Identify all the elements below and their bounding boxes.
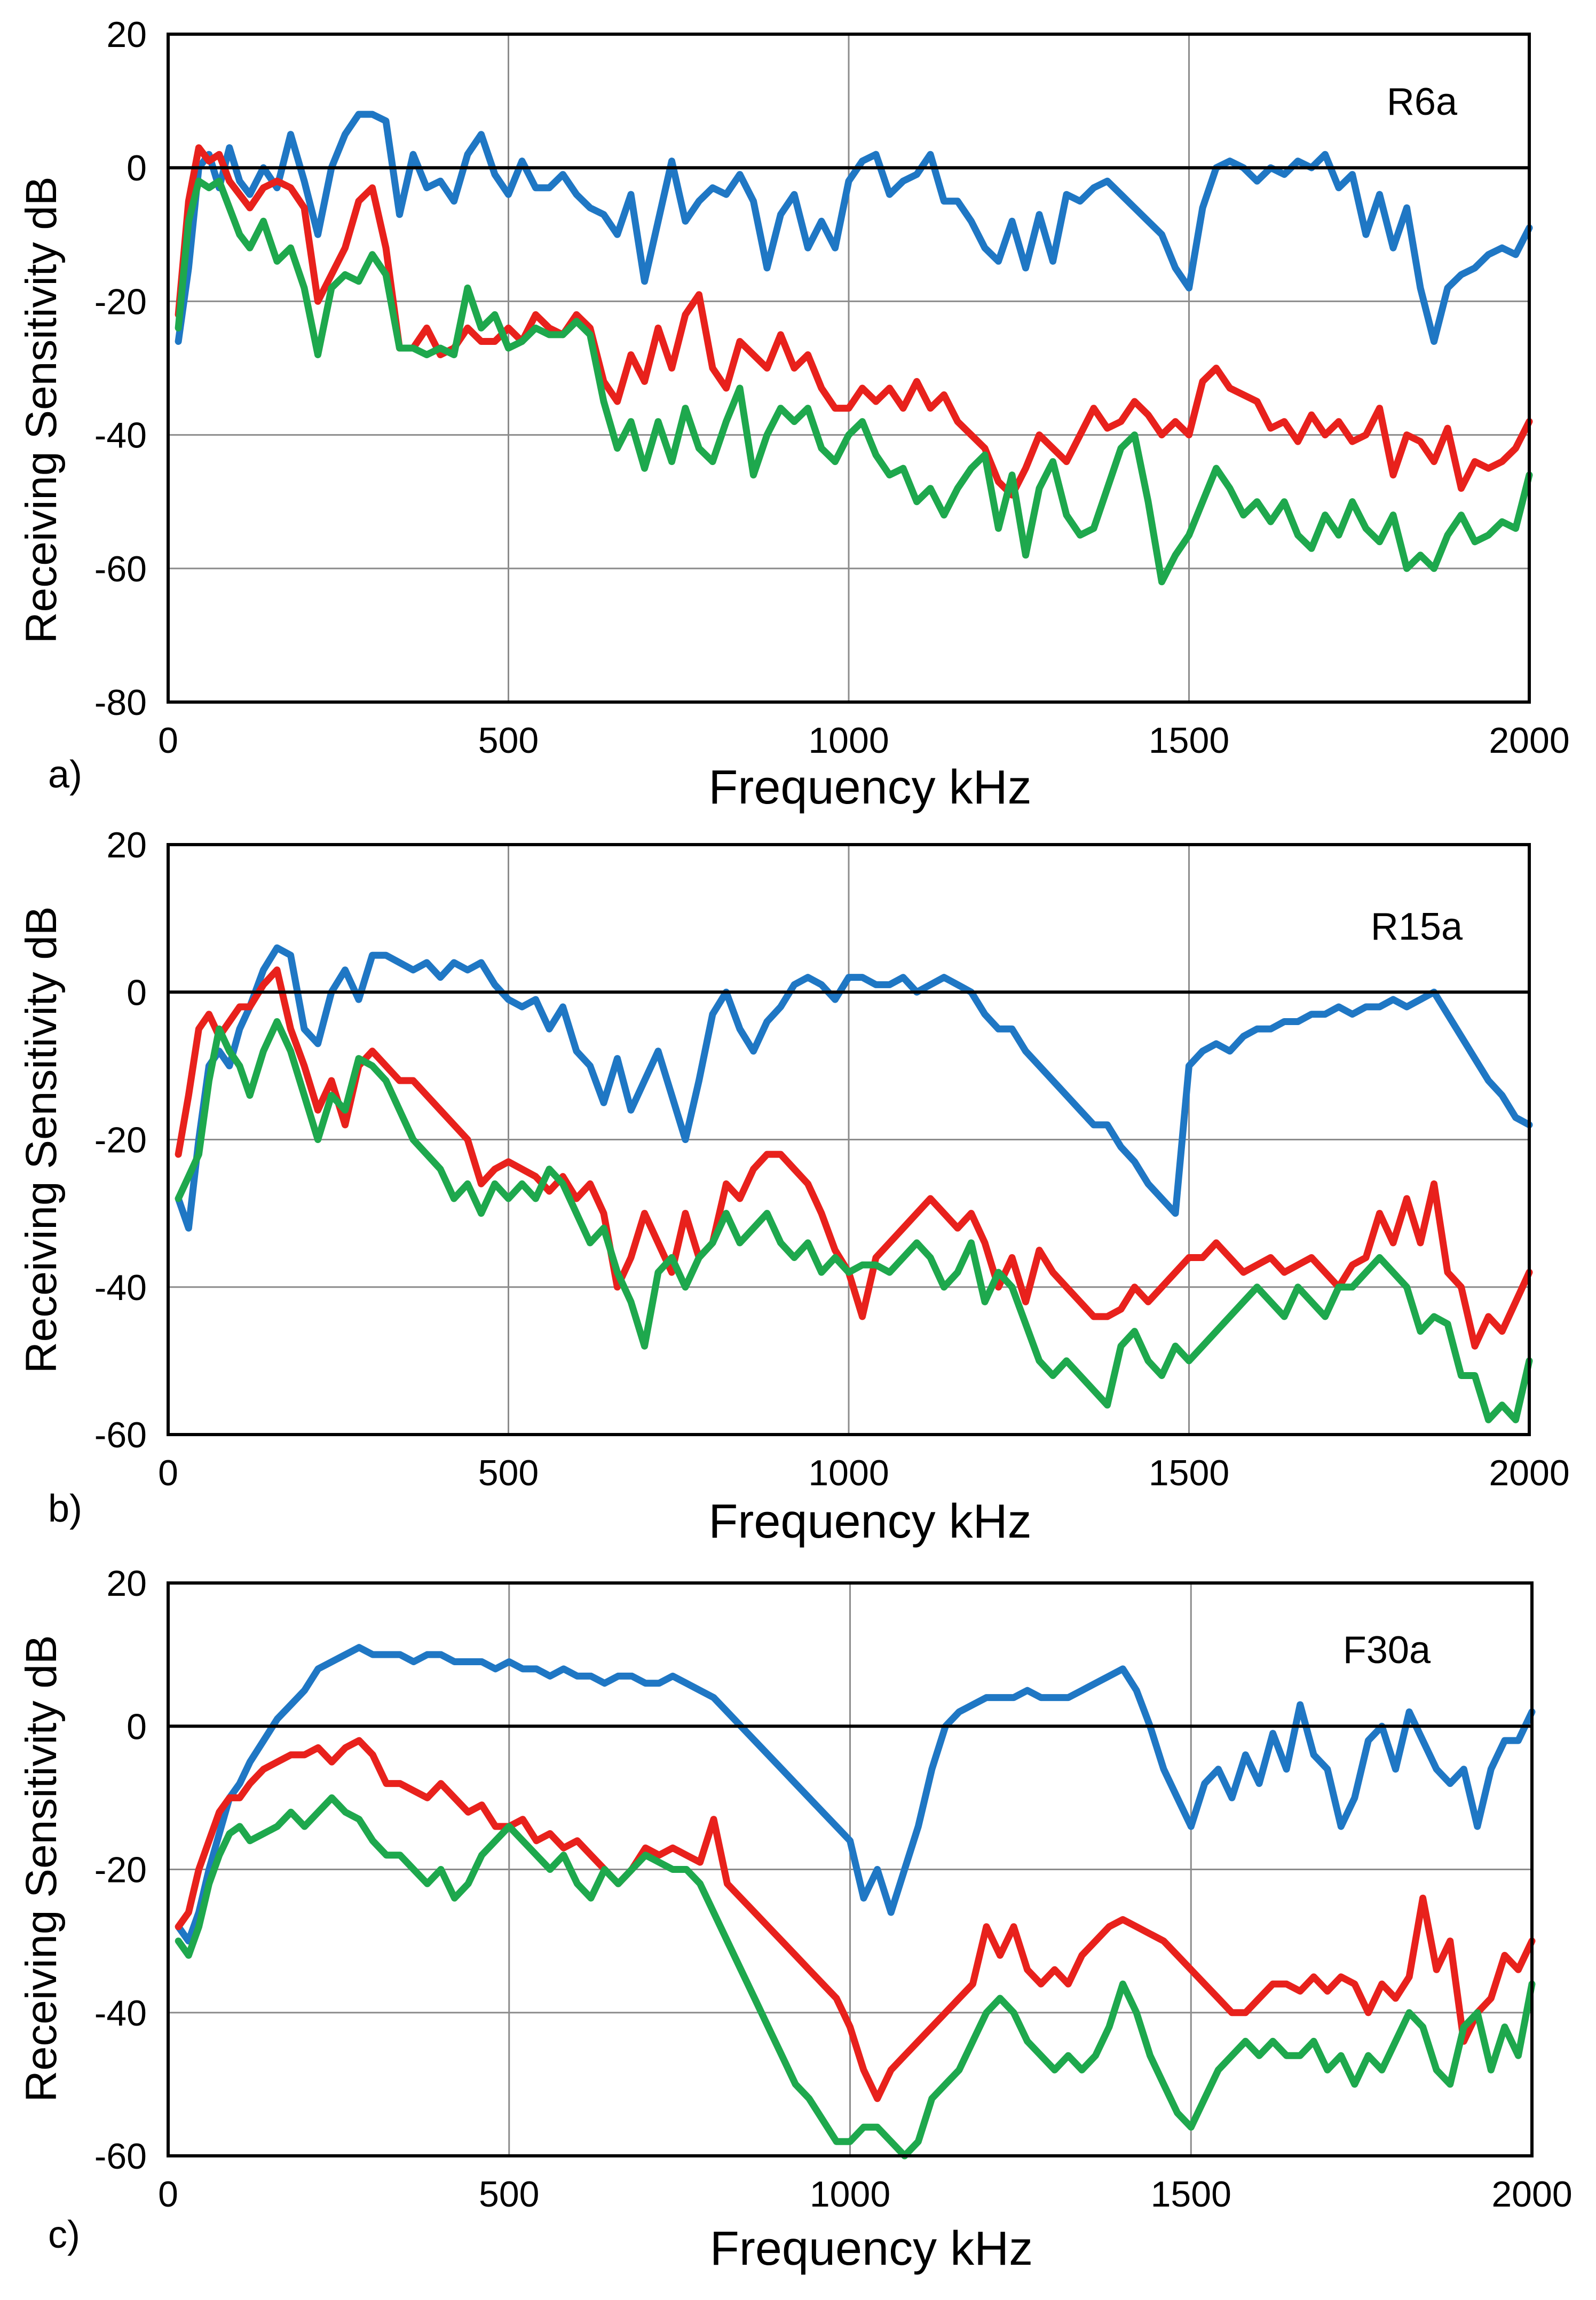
x-axis-title: Frequency kHz <box>708 761 1031 814</box>
plot-frame <box>167 1581 1534 2157</box>
sensor-title: R15a <box>1371 905 1463 948</box>
x-tick-label: 2000 <box>1491 2174 1572 2215</box>
panel-label: a) <box>48 753 82 796</box>
x-tick-label: 1000 <box>810 2174 890 2215</box>
x-tick-label: 0 <box>158 1453 178 1493</box>
y-tick-label: -40 <box>94 415 147 456</box>
panel-a-chart: 20 0 -20 -40 -60 -80 0 500 1000 1500 2000 R6a Receiv… <box>17 14 1570 814</box>
panel-label: c) <box>48 2214 80 2256</box>
plot-frame <box>167 843 1531 1436</box>
series-line-green <box>175 177 1533 586</box>
y-tick-label: -20 <box>94 1850 147 1891</box>
y-tick-label: -60 <box>94 549 147 589</box>
panel-label: b) <box>48 1487 82 1530</box>
x-tick-label: 500 <box>479 2174 539 2215</box>
x-tick-label: 1500 <box>1149 720 1229 761</box>
x-tick-label: 500 <box>478 720 539 761</box>
y-tick-label: -60 <box>94 2136 147 2177</box>
y-axis-title: Receiving Sensitivity dB <box>17 906 66 1373</box>
x-tick-label: 500 <box>478 1453 539 1493</box>
series-line-blue <box>175 111 1533 345</box>
sensor-title: R6a <box>1387 81 1458 123</box>
panel-c-chart: 20 0 -20 -40 -60 0 500 1000 1500 2000 F30a Receivin… <box>17 1563 1573 2275</box>
x-tick-label: 2000 <box>1489 720 1569 761</box>
x-tick-label: 1500 <box>1149 1453 1229 1493</box>
series-line-green <box>175 1794 1536 2160</box>
x-tick-label: 0 <box>158 720 178 761</box>
series-line-red <box>175 144 1533 499</box>
sensor-title: F30a <box>1343 1629 1431 1672</box>
series-line-green <box>175 1018 1533 1423</box>
x-axis-title: Frequency kHz <box>708 1495 1031 1548</box>
y-tick-label: -80 <box>94 682 147 723</box>
y-tick-label: 0 <box>127 1706 147 1747</box>
plot-frame <box>167 33 1531 704</box>
y-tick-label: -20 <box>94 281 147 322</box>
series-line-blue <box>175 944 1533 1232</box>
x-tick-label: 0 <box>158 2174 178 2215</box>
x-tick-label: 1000 <box>808 720 889 761</box>
series-line-red <box>175 1737 1536 2102</box>
y-tick-label: 20 <box>106 825 147 865</box>
x-tick-label: 1000 <box>808 1453 889 1493</box>
y-tick-label: 0 <box>127 148 147 188</box>
x-axis-title: Frequency kHz <box>710 2222 1033 2275</box>
y-tick-label: -40 <box>94 1993 147 2034</box>
y-tick-label: 20 <box>106 14 147 55</box>
x-tick-label: 1500 <box>1151 2174 1231 2215</box>
y-tick-label: -60 <box>94 1415 147 1455</box>
x-tick-label: 2000 <box>1489 1453 1569 1493</box>
y-tick-label: 0 <box>127 972 147 1013</box>
y-axis-title: Receiving Sensitivity dB <box>17 176 66 643</box>
y-axis-title: Receiving Sensitivity dB <box>17 1635 66 2102</box>
series-line-blue <box>175 1644 1536 1945</box>
y-tick-label: -20 <box>94 1120 147 1161</box>
y-tick-label: 20 <box>106 1563 147 1604</box>
y-tick-label: -40 <box>94 1267 147 1308</box>
panel-b-chart: 20 0 -20 -40 -60 0 500 1000 1500 2000 R15a Receivin… <box>17 825 1570 1548</box>
